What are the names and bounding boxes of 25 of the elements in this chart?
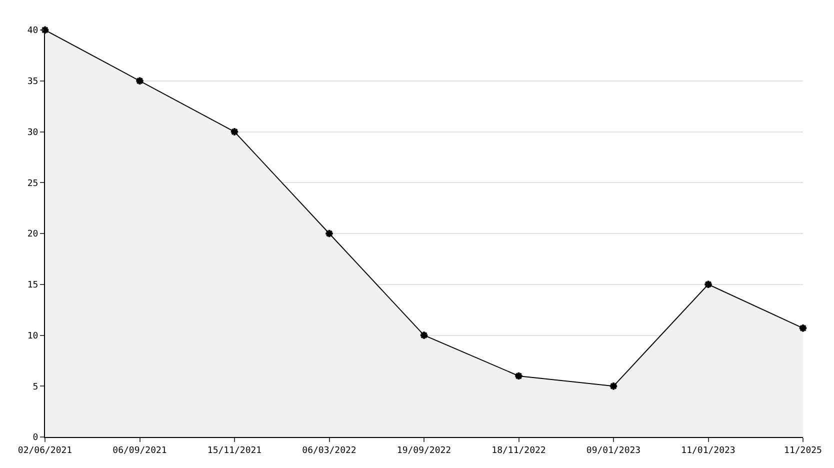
x-tick-label: 06/09/2021 (112, 446, 167, 456)
point (704, 280, 713, 289)
point (608, 382, 618, 391)
x-tick-label: 19/09/2022 (396, 446, 452, 456)
point (324, 228, 334, 238)
x-tick-label: 09/01/2023 (586, 446, 641, 456)
y-tick-label: 0 (32, 433, 38, 444)
y-tick-label: 40 (27, 26, 38, 36)
y-tick-label: 30 (27, 128, 38, 138)
x-tick-label: 11/2025 (784, 446, 822, 456)
point (514, 371, 524, 381)
y-tick-label: 20 (27, 230, 38, 240)
y-tick-label: 5 (32, 382, 38, 392)
x-tick-label: 02/06/2021 (18, 446, 72, 456)
point (419, 330, 429, 340)
x-tick-label: 15/11/2021 (207, 446, 262, 456)
y-tick-label: 15 (27, 280, 38, 291)
y-tick-label: 35 (27, 77, 38, 88)
x-tick-label: 11/01/2023 (681, 446, 736, 456)
x-tick-label: 06/03/2022 (302, 446, 356, 456)
point (135, 76, 144, 86)
point (230, 127, 240, 136)
y-tick-label: 10 (27, 331, 38, 342)
x-tick-label: 18/11/2022 (492, 446, 546, 456)
y-tick-label: 25 (27, 178, 38, 189)
